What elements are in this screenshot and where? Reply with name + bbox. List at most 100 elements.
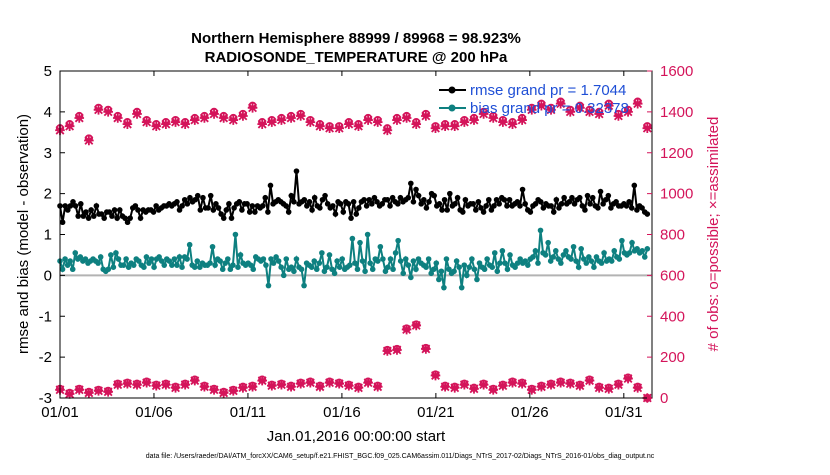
x-tick-label: 01/26 [511, 404, 549, 421]
rmse-point [613, 199, 619, 205]
bias-point [326, 252, 333, 258]
obs-low-assimilated-marker [344, 380, 354, 391]
rmse-point [311, 194, 318, 201]
rmse-point [426, 199, 432, 205]
bias-point [354, 266, 361, 273]
obs-high-assimilated-marker [392, 115, 402, 125]
bias-point [405, 262, 412, 268]
bias-point [484, 256, 490, 262]
rmse-point [93, 203, 100, 209]
obs-high-assimilated-marker [151, 121, 162, 131]
footnote: data file: /Users/raeder/DAI/ATM_forcXX/… [146, 453, 655, 460]
rmse-point [421, 196, 427, 203]
obs-low-assimilated-marker [575, 380, 585, 391]
bias-point [641, 254, 648, 260]
obs-low-assimilated-marker [238, 382, 248, 393]
obs-low-assimilated-marker [632, 382, 643, 393]
bias-point [222, 260, 229, 266]
obs-high-assimilated-marker [170, 117, 181, 127]
x-tick-label: 01/31 [605, 404, 643, 421]
rmse-point [101, 215, 107, 221]
bias-point [291, 268, 297, 275]
rmse-point [124, 219, 131, 226]
obs-high-assimilated-marker [315, 121, 325, 131]
bias-point [397, 258, 404, 264]
y-axis-right: 0 200 400 600 800 1000 1200 1400 1600 [647, 63, 693, 407]
obs-high-assimilated-marker [623, 107, 633, 117]
rmse-point [418, 201, 425, 207]
bias-point [347, 262, 353, 268]
rmse-point [576, 194, 583, 201]
bias-point [268, 256, 274, 262]
obs-low-assimilated-marker [401, 324, 412, 335]
legend: rmse grand pr = 1.7044 bias grand pr = 0… [439, 82, 629, 117]
obs-low-assimilated-marker [74, 385, 85, 395]
obs-high-assimilated-marker [74, 113, 85, 123]
obs-low-assimilated-marker [565, 378, 576, 389]
bias-point [156, 254, 162, 260]
rmse-point [462, 196, 469, 203]
bias-point [443, 256, 450, 262]
bias-point [280, 272, 287, 279]
bias-point [423, 264, 429, 271]
bias-series [57, 227, 651, 291]
bias-point [428, 270, 434, 277]
bias-point [491, 250, 498, 256]
bias-point [580, 256, 587, 262]
obs-high-assimilated-marker [469, 115, 479, 125]
rmse-point [239, 207, 245, 213]
obs-low-assimilated-marker [170, 382, 181, 393]
x-tick-label: 01/01 [41, 404, 79, 421]
rmse-point [584, 192, 591, 199]
rmse-point [405, 194, 412, 201]
y-tick-label: 0 [44, 267, 52, 284]
obs-low-assimilated-marker [161, 379, 171, 390]
obs-low-assimilated-marker [218, 388, 229, 398]
rmse-point [197, 207, 204, 213]
obs-high-assimilated-marker [247, 102, 258, 113]
bias-point [453, 258, 460, 264]
obs-low-assimilated-marker [440, 381, 450, 392]
y2-tick-label: 600 [660, 267, 685, 284]
rmse-point [153, 203, 159, 209]
rmse-point [639, 205, 645, 211]
rmse-point [111, 207, 118, 213]
obs-low-assimilated-marker [526, 385, 537, 395]
obs-low-assimilated-marker [295, 378, 306, 389]
rmse-point [220, 215, 227, 221]
rmse-point [179, 203, 185, 209]
bias-point [563, 248, 569, 254]
rmse-point [283, 203, 289, 209]
obs-high-assimilated-marker [603, 100, 614, 111]
obs-low-assimilated-marker [132, 379, 142, 390]
rmse-point [106, 209, 113, 215]
bias-point [95, 260, 101, 266]
obs-high-assimilated-marker [440, 121, 450, 131]
bias-point [207, 260, 213, 266]
rmse-point [192, 196, 198, 203]
bias-point [260, 256, 267, 262]
y-tick-label: 4 [44, 104, 52, 121]
obs-high-assimilated-marker [238, 111, 248, 121]
rmse-point [436, 201, 443, 207]
bias-point [169, 262, 175, 268]
rmse-point [194, 192, 201, 199]
x-tick-label: 01/06 [135, 404, 173, 421]
bias-point [598, 260, 605, 266]
y-tick-label: 3 [44, 145, 52, 162]
bias-point [552, 248, 559, 254]
rmse-point [116, 207, 123, 213]
bias-point [476, 260, 483, 266]
bias-point [339, 256, 346, 262]
bias-point [359, 258, 366, 264]
bias-point [69, 266, 76, 273]
bias-point [489, 264, 496, 271]
bias-point [639, 248, 646, 254]
bias-point [474, 276, 480, 283]
legend-rmse-label: rmse grand pr = 1.7044 [470, 82, 626, 99]
obs-high-assimilated-marker [84, 135, 94, 146]
obs-high-assimilated-marker [324, 123, 335, 134]
rmse-point [608, 205, 614, 211]
bias-point [227, 266, 234, 273]
bias-point [123, 256, 129, 262]
